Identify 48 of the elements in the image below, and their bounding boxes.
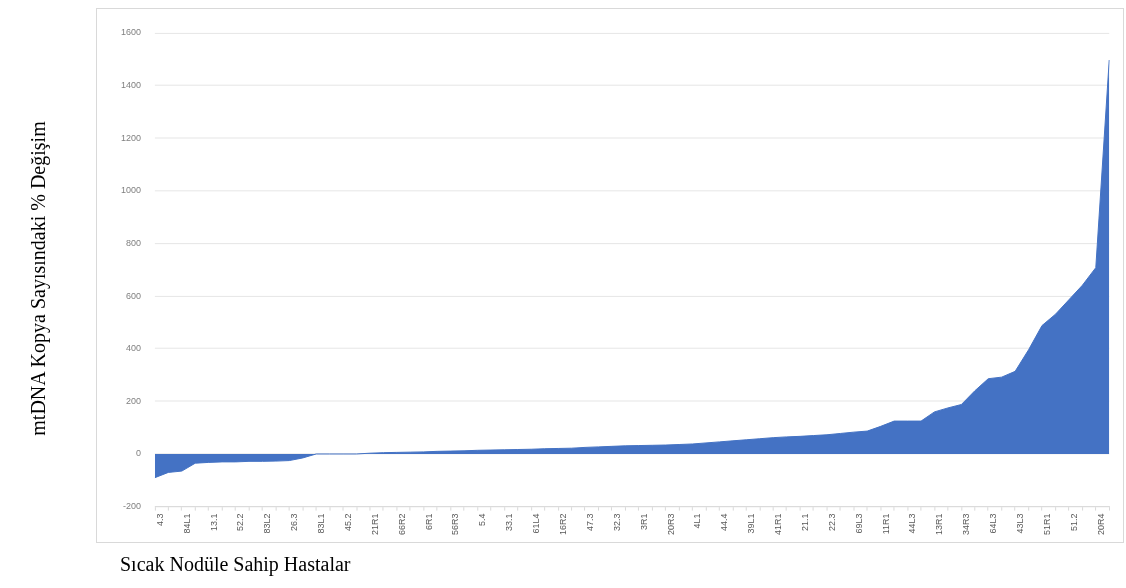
x-tick-label: 16R2 <box>558 513 569 536</box>
x-tick-label: 51R1 <box>1041 513 1052 536</box>
x-tick-label: 51.2 <box>1068 513 1079 532</box>
y-tick-label: 400 <box>125 343 141 354</box>
x-tick-label: 33.1 <box>504 513 515 532</box>
x-tick-label: 26.3 <box>289 513 300 532</box>
y-tick-label: 600 <box>125 290 141 301</box>
x-tick-label: 39L1 <box>746 513 757 534</box>
x-tick-label: 44L3 <box>907 513 918 534</box>
x-tick-label: 13R1 <box>934 513 945 536</box>
x-tick-label: 13.1 <box>208 513 219 532</box>
y-tick-label: 1400 <box>120 80 141 91</box>
x-tick-label: 20R4 <box>1095 513 1106 536</box>
y-tick-label: 800 <box>125 237 141 248</box>
y-tick-label: 0 <box>135 448 141 459</box>
x-tick-label: 45.2 <box>342 513 353 532</box>
x-tick-label: 20R3 <box>665 513 676 536</box>
x-tick-label: 41R1 <box>773 513 784 536</box>
y-tick-label: 1000 <box>120 185 141 196</box>
x-axis-title: Sıcak Nodüle Sahip Hastalar <box>120 553 351 576</box>
x-tick-label: 32.3 <box>611 513 622 532</box>
x-tick-label: 84L1 <box>181 513 192 534</box>
y-tick-label: 1200 <box>120 132 141 143</box>
y-tick-label: 200 <box>125 395 141 406</box>
y-tick-label: 1600 <box>120 27 141 38</box>
x-tick-label: 3R1 <box>638 513 649 531</box>
x-tick-label: 21.1 <box>799 513 810 532</box>
y-axis-title: mtDNA Kopya Sayısındaki % Değişim <box>26 120 50 436</box>
x-tick-label: 69L3 <box>853 513 864 534</box>
x-tick-label: 56R3 <box>450 513 461 536</box>
x-tick-label: 52.2 <box>235 513 246 532</box>
x-tick-label: 4.3 <box>154 513 165 527</box>
x-tick-label: 4L1 <box>692 513 703 529</box>
x-tick-label: 47.3 <box>584 513 595 532</box>
x-tick-label: 64L3 <box>988 513 999 534</box>
x-tick-label: 61L4 <box>531 513 542 534</box>
x-tick-label: 11R1 <box>880 513 891 535</box>
x-tick-label: 6R1 <box>423 513 434 531</box>
x-tick-label: 5.4 <box>477 513 488 527</box>
x-tick-label: 66R2 <box>396 513 407 536</box>
x-tick-label: 22.3 <box>826 513 837 532</box>
x-tick-label: 43L3 <box>1015 513 1026 534</box>
x-tick-label: 83L1 <box>316 513 327 534</box>
x-tick-label: 34R3 <box>961 513 972 536</box>
y-tick-label: -200 <box>122 501 141 512</box>
x-tick-label: 44.4 <box>719 513 730 532</box>
x-tick-label: 21R1 <box>369 513 380 536</box>
x-tick-label: 83L2 <box>262 513 273 534</box>
